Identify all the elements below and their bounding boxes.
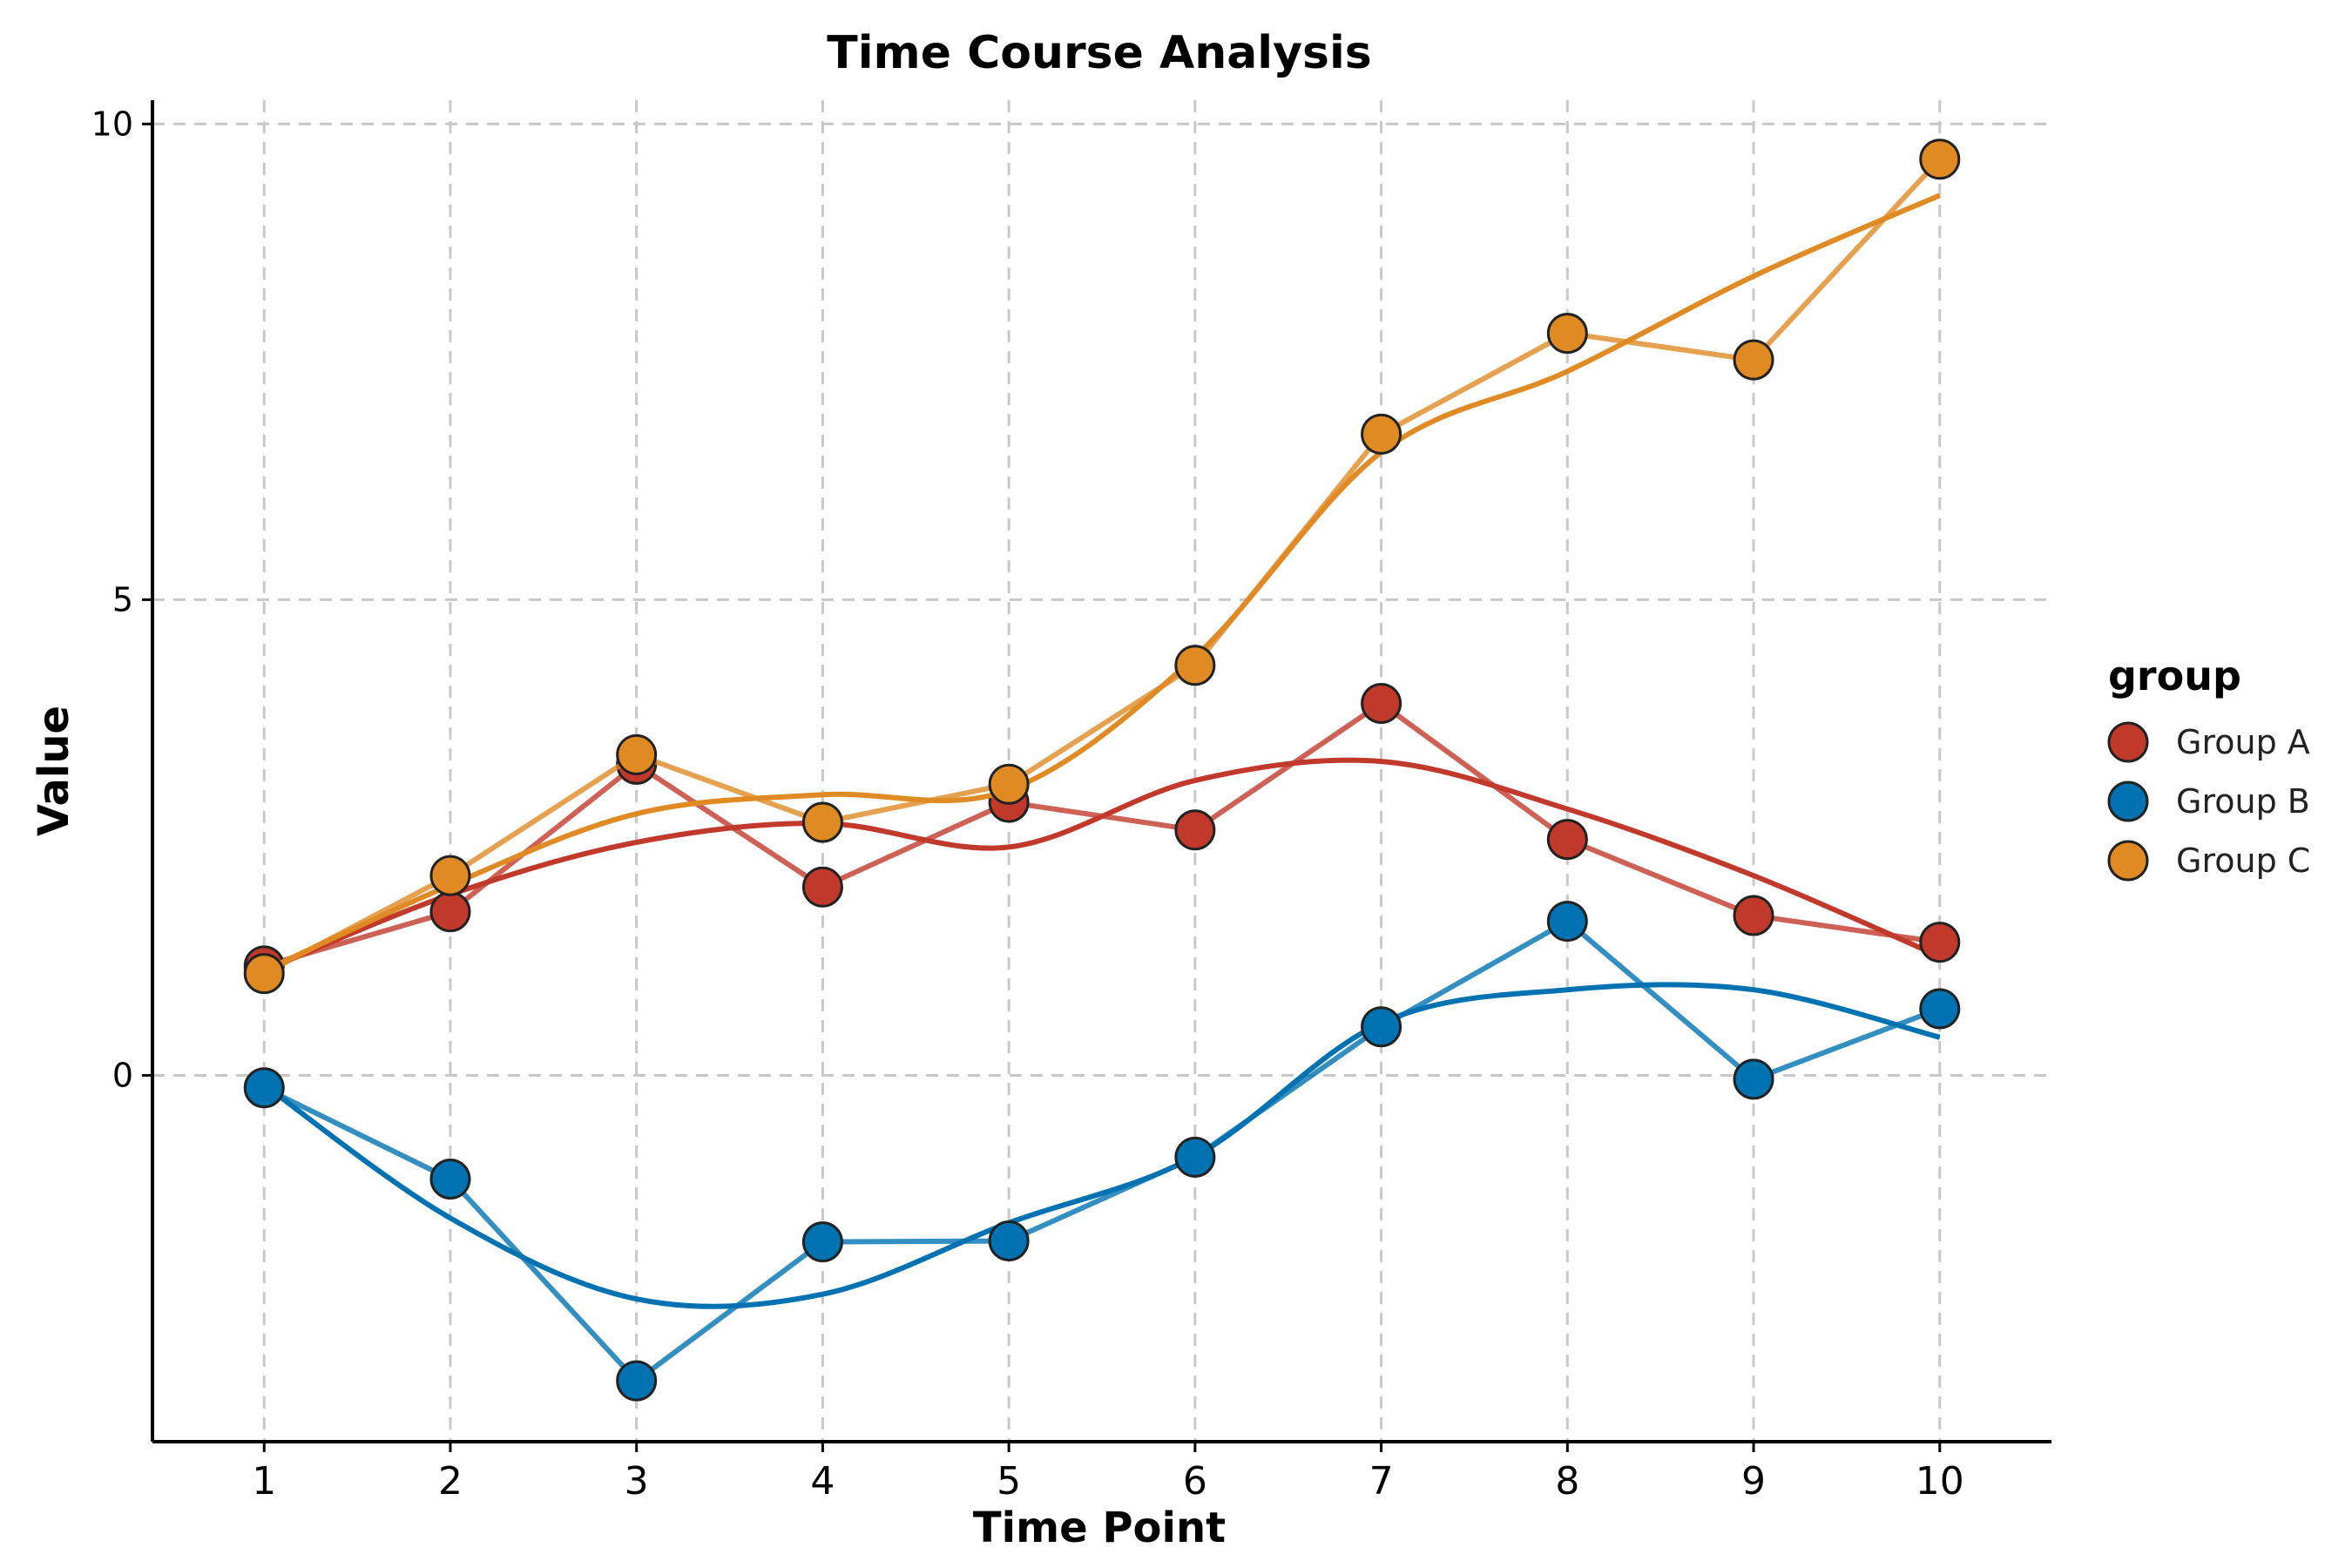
legend: group Group A Group B Group C <box>2107 652 2310 882</box>
data-point-group-a <box>1919 922 1961 963</box>
data-point-group-b <box>243 1067 285 1109</box>
data-point-group-b <box>1174 1136 1216 1178</box>
x-tick-label: 4 <box>810 1459 835 1504</box>
data-point-group-a <box>429 891 471 933</box>
series-group-c <box>243 139 1961 995</box>
data-point-group-a <box>1733 895 1774 936</box>
data-point-group-c <box>1174 645 1216 686</box>
data-point-group-b <box>1361 1006 1402 1048</box>
data-point-group-a <box>801 866 843 908</box>
grid-layer <box>152 100 2051 1442</box>
legend-marker-group-a <box>2107 721 2149 763</box>
data-point-group-c <box>988 763 1030 805</box>
smooth-trend-group-b <box>262 982 1941 1309</box>
data-point-group-c <box>429 855 471 896</box>
data-point-group-b <box>429 1159 471 1200</box>
x-tick-label: 2 <box>438 1459 463 1504</box>
data-point-group-b <box>1546 901 1588 943</box>
x-tick-label: 8 <box>1555 1459 1579 1504</box>
data-point-group-a <box>1361 682 1402 724</box>
line-group-c <box>262 157 1942 977</box>
axes: 1 2 3 4 5 6 7 8 9 10 0 5 10 <box>91 100 2051 1504</box>
line-group-b <box>262 917 1941 1385</box>
chart-title: Time Course Analysis <box>827 27 1372 79</box>
legend-title: group <box>2108 652 2241 700</box>
data-point-group-c <box>1361 413 1402 455</box>
y-axis-label: Value <box>30 706 78 836</box>
legend-label-group-c: Group C <box>2176 841 2310 880</box>
line-group-a <box>263 700 1941 969</box>
data-point-group-a <box>1546 819 1588 861</box>
data-point-group-b <box>801 1221 843 1263</box>
x-axis-label: Time Point <box>973 1504 1226 1552</box>
y-tick-label: 0 <box>112 1057 133 1095</box>
data-point-group-b <box>988 1220 1030 1262</box>
series-layer <box>243 139 1961 1402</box>
smooth-trend-group-a <box>263 757 1941 974</box>
legend-label-group-b: Group B <box>2176 782 2310 821</box>
smooth-trend-group-c <box>262 193 1941 974</box>
x-tick-label: 1 <box>252 1459 276 1504</box>
series-group-b <box>243 901 1961 1402</box>
x-tick-label: 3 <box>625 1459 649 1504</box>
data-point-group-b <box>616 1360 658 1402</box>
data-point-group-b <box>1919 988 1961 1030</box>
y-tick-label: 10 <box>91 105 133 143</box>
legend-marker-group-b <box>2107 781 2149 822</box>
data-point-group-c <box>1546 313 1588 355</box>
legend-label-group-a: Group A <box>2176 723 2310 761</box>
y-tick-label: 5 <box>112 580 133 618</box>
legend-marker-group-c <box>2107 840 2149 882</box>
data-point-group-c <box>1919 139 1961 180</box>
series-group-a <box>243 682 1961 987</box>
x-tick-label: 10 <box>1916 1459 1964 1504</box>
x-tick-label: 5 <box>997 1459 1021 1504</box>
x-tick-label: 7 <box>1369 1459 1394 1504</box>
data-point-group-c <box>1733 339 1774 381</box>
data-point-group-c <box>616 733 658 775</box>
data-point-group-c <box>243 953 285 995</box>
data-point-group-a <box>1174 809 1216 851</box>
x-tick-label: 6 <box>1183 1459 1207 1504</box>
data-point-group-b <box>1733 1058 1774 1100</box>
data-point-group-c <box>801 801 843 843</box>
x-tick-label: 9 <box>1741 1459 1766 1504</box>
